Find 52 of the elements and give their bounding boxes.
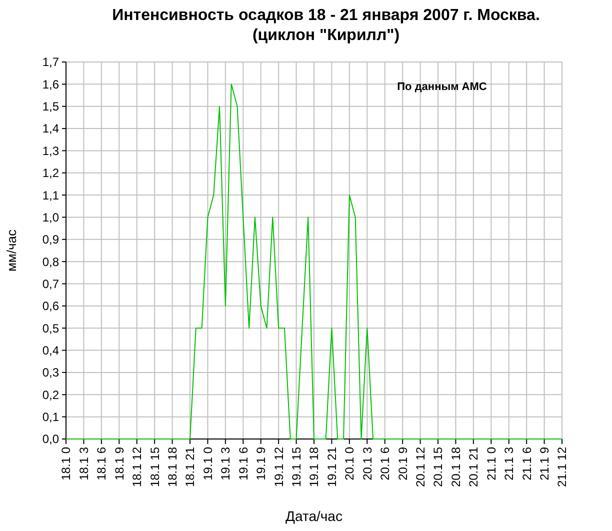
- x-tick-label: 20.1 9: [396, 446, 410, 480]
- x-tick-label: 19.1 3: [218, 446, 233, 480]
- x-tick-label: 20.1 6: [378, 446, 392, 480]
- y-tick-label: 0,5: [42, 321, 60, 336]
- y-tick-label: 0,7: [42, 276, 60, 291]
- y-tick-label: 0,1: [42, 410, 60, 424]
- x-tick-label: 20.1 12: [413, 446, 428, 488]
- x-tick-label: 19.1 6: [236, 446, 250, 480]
- x-tick-label: 19.1 12: [272, 446, 286, 488]
- y-tick-label: 0,4: [42, 343, 60, 358]
- x-tick-label: 20.1 21: [466, 446, 481, 488]
- x-tick-label: 21.1 9: [537, 446, 552, 480]
- y-tick-label: 1,0: [42, 210, 60, 224]
- x-tick-label: 19.1 15: [289, 446, 304, 488]
- x-tick-label: 18.1 3: [76, 446, 91, 480]
- y-tick-label: 1,4: [42, 122, 60, 136]
- x-tick-label: 19.1 9: [254, 446, 268, 480]
- y-tick-label: 1,7: [42, 55, 60, 70]
- x-tick-label: 18.1 0: [59, 446, 74, 480]
- chart-title: Интенсивность осадков 18 - 21 января 2007 г. Москва.: [112, 7, 540, 24]
- x-tick-label: 18.1 15: [148, 446, 162, 488]
- y-tick-label: 1,2: [42, 166, 60, 180]
- y-tick-label: 0,9: [42, 232, 60, 247]
- y-tick-label: 0,2: [42, 388, 60, 402]
- x-tick-label: 18.1 9: [112, 446, 126, 480]
- x-tick-label: 20.1 15: [431, 446, 446, 488]
- y-tick-label: 0,3: [42, 366, 60, 380]
- x-tick-label: 21.1 6: [520, 446, 534, 480]
- x-tick-label: 19.1 21: [324, 446, 339, 488]
- x-tick-label: 18.1 12: [130, 446, 144, 488]
- y-tick-label: 0,8: [42, 254, 60, 269]
- y-tick-label: 1,1: [42, 188, 60, 202]
- x-tick-label: 18.1 21: [183, 446, 198, 488]
- y-tick-label: 1,5: [42, 100, 60, 114]
- y-axis-title: мм/час: [4, 229, 19, 272]
- x-tick-label: 21.1 0: [484, 446, 498, 480]
- chart-subtitle: (циклон "Кирилл"): [252, 27, 400, 44]
- x-tick-label: 18.1 6: [94, 446, 109, 480]
- x-tick-label: 18.1 18: [165, 446, 180, 488]
- y-tick-label: 0,0: [42, 432, 60, 446]
- y-tick-label: 0,6: [42, 299, 60, 314]
- x-tick-label: 21.1 12: [555, 446, 570, 488]
- x-axis-title: Дата/час: [286, 508, 342, 524]
- x-tick-label: 20.1 3: [360, 446, 374, 480]
- x-tick-label: 19.1 0: [200, 446, 215, 480]
- y-tick-label: 1,6: [42, 77, 60, 92]
- x-tick-label: 20.1 0: [342, 446, 357, 480]
- x-tick-label: 20.1 18: [448, 446, 463, 488]
- annotation: По данным АМС: [397, 81, 487, 93]
- x-tick-label: 21.1 3: [502, 446, 516, 480]
- y-tick-label: 1,3: [42, 144, 60, 158]
- x-tick-label: 19.1 18: [307, 446, 322, 488]
